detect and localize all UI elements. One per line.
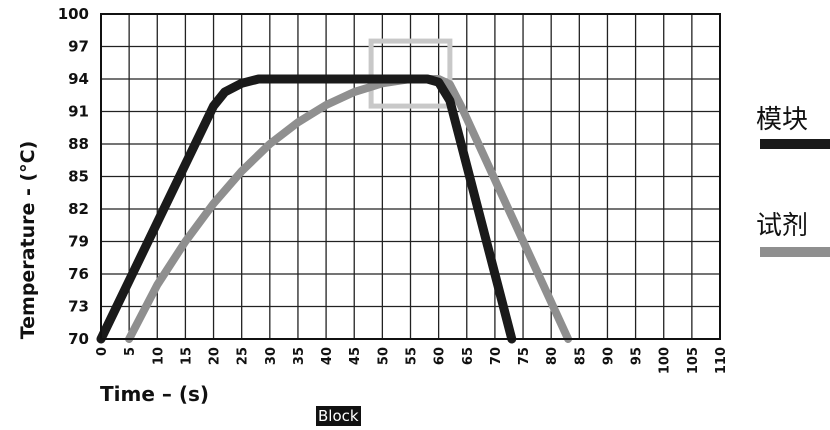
x-tick-label: 55 <box>405 347 420 365</box>
y-tick-label: 76 <box>68 265 89 283</box>
y-axis-title: Temperature - (°C) <box>17 141 39 340</box>
x-tick-label: 75 <box>517 347 532 365</box>
x-tick-label: 90 <box>601 347 616 365</box>
x-tick-label: 100 <box>658 347 673 374</box>
x-tick-label: 95 <box>630 347 645 365</box>
x-tick-label: 5 <box>123 347 138 356</box>
x-tick-label: 15 <box>179 347 194 365</box>
x-tick-label: 35 <box>292 347 307 365</box>
grid <box>100 13 721 340</box>
y-tick-label: 85 <box>68 168 89 186</box>
plot-frame <box>100 13 721 340</box>
legend-label-reagent: 试剂 <box>756 211 808 241</box>
x-tick-label: 0 <box>95 347 110 356</box>
y-tick-label: 91 <box>68 103 89 121</box>
y-tick-label: 70 <box>68 330 89 348</box>
x-tick-label: 70 <box>489 347 504 365</box>
x-tick-label: 50 <box>376 347 391 365</box>
y-tick-label: 79 <box>68 233 89 251</box>
x-tick-label: 60 <box>433 347 448 365</box>
series-line-reagent <box>125 75 573 343</box>
y-tick-label: 94 <box>68 70 89 88</box>
y-tick-label: 88 <box>68 135 89 153</box>
x-tick-label: 85 <box>573 347 588 365</box>
x-tick-label: 20 <box>208 347 223 365</box>
x-tick-label: 110 <box>714 347 729 374</box>
x-tick-label: 30 <box>264 347 279 365</box>
y-tick-label: 82 <box>68 200 89 218</box>
x-tick-label: 80 <box>545 347 560 365</box>
x-axis-title: Time – (s) <box>100 382 209 406</box>
y-tick-label: 100 <box>58 5 89 23</box>
x-tick-label: 65 <box>461 347 476 365</box>
caption-label: Block <box>316 406 361 426</box>
series-line-block <box>96 74 517 344</box>
y-tick-label: 73 <box>68 298 89 316</box>
series-layer <box>96 74 573 344</box>
y-tick-label: 97 <box>68 38 89 56</box>
highlight-box <box>368 38 453 109</box>
x-tick-label: 105 <box>686 347 701 374</box>
y-tick-labels: 70 73 76 79 82 85 88 91 94 97 100 <box>58 5 89 348</box>
x-tick-label: 25 <box>236 347 251 365</box>
legend-label-block: 模块 <box>756 105 808 135</box>
highlight-layer <box>368 38 453 109</box>
x-tick-label: 10 <box>151 347 166 365</box>
x-tick-label: 45 <box>348 347 363 365</box>
legend: 模块 试剂 <box>756 105 830 257</box>
x-tick-label: 40 <box>320 347 335 365</box>
x-tick-labels: 0 5 10 15 20 25 30 35 40 45 50 55 60 65 70 75 80 85 90 95 10… <box>95 347 729 374</box>
